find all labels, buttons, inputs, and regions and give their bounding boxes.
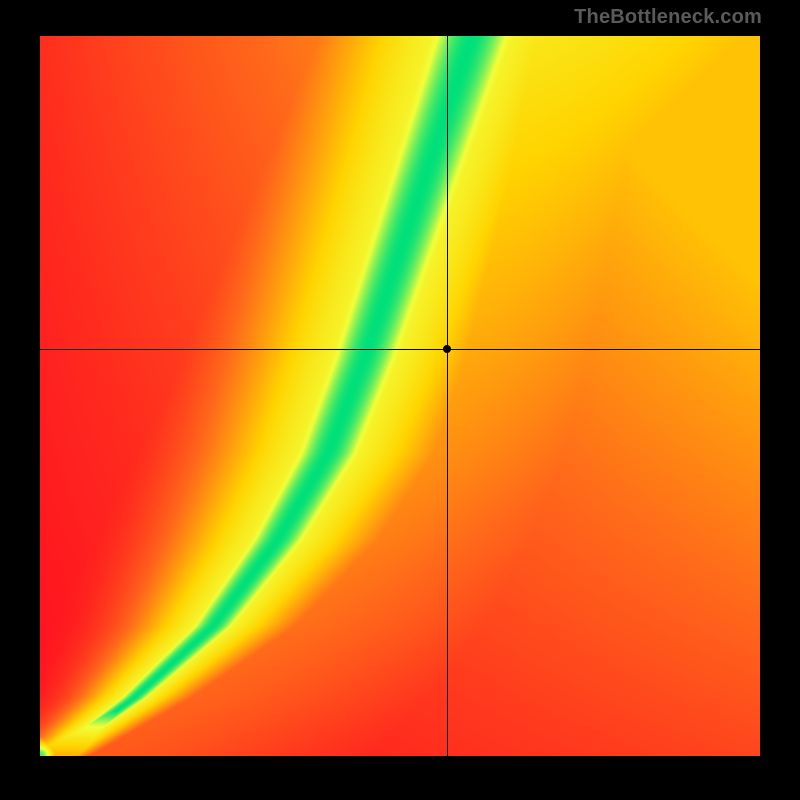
marker-dot: [443, 345, 451, 353]
crosshair-horizontal: [40, 349, 760, 350]
heatmap-plot: [40, 36, 760, 756]
crosshair-vertical: [447, 36, 448, 756]
heatmap-canvas: [40, 36, 760, 756]
page-container: TheBottleneck.com: [0, 0, 800, 800]
watermark-text: TheBottleneck.com: [574, 6, 762, 29]
